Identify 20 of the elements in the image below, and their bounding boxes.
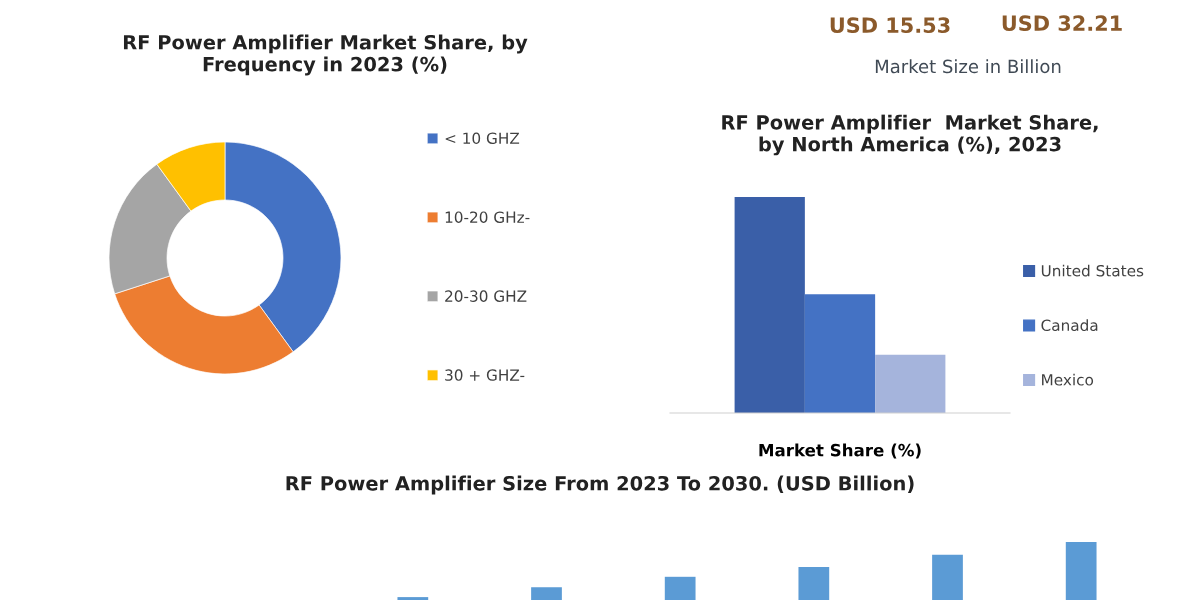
chart-title: RF Power Amplifier Market Share, by Frequency in 2023 (%) xyxy=(123,34,528,76)
bar xyxy=(531,587,562,600)
bar xyxy=(932,554,963,600)
x-axis-title: Market Share (%) xyxy=(759,443,921,459)
legend-label: United States xyxy=(1041,264,1144,277)
legend-label: 10-20 GHz- xyxy=(445,211,530,223)
chart-title: RF Power Amplifier Size From 2023 To 2030. (USD Billion) xyxy=(286,475,914,495)
bar xyxy=(798,566,830,600)
text: USD 32.21 xyxy=(1002,15,1122,32)
legend-label: Mexico xyxy=(1042,373,1094,386)
bar xyxy=(397,597,429,600)
legend-label: 30 + GHZ- xyxy=(445,369,525,381)
legend-label: Canada xyxy=(1041,319,1098,332)
legend-label: < 10 GHZ xyxy=(445,132,520,144)
bar xyxy=(1065,542,1097,600)
text: USD 15.53 xyxy=(830,17,950,34)
text: Market Size in Billion xyxy=(875,59,1061,74)
bar xyxy=(664,576,696,600)
legend-label: 20-30 GHZ xyxy=(445,290,527,302)
chart-title: RF Power Amplifier Market Share, by North America (%), 2023 xyxy=(722,114,1098,156)
